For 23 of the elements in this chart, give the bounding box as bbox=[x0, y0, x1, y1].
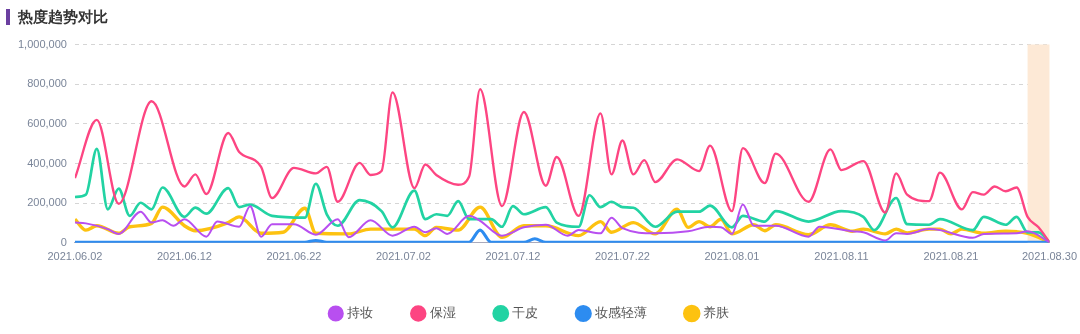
x-tick-label: 2021.08.11 bbox=[814, 250, 869, 263]
x-tick-label: 2021.06.22 bbox=[266, 250, 322, 263]
line-series bbox=[74, 88, 1050, 243]
legend-label: 保湿 bbox=[429, 304, 456, 320]
legend-label: 养肤 bbox=[703, 304, 730, 320]
x-tick-label: 2021.07.02 bbox=[375, 250, 431, 263]
y-tick-label: 0 bbox=[60, 235, 67, 248]
legend-label: 干皮 bbox=[512, 304, 539, 320]
x-tick-label: 2021.08.30 bbox=[1021, 250, 1077, 263]
x-tick-label: 2021.07.12 bbox=[485, 250, 541, 263]
legend-label: 持妆 bbox=[347, 304, 374, 320]
x-tick-label: 2021.08.01 bbox=[704, 250, 760, 263]
x-tick-label: 2021.06.02 bbox=[47, 250, 103, 263]
y-tick-label: 1,000,000 bbox=[18, 37, 67, 50]
x-tick-label: 2021.08.21 bbox=[923, 250, 979, 263]
y-tick-label: 800,000 bbox=[27, 77, 67, 90]
x-tick-label: 2021.06.12 bbox=[156, 250, 212, 263]
y-tick-label: 400,000 bbox=[27, 156, 67, 169]
y-tick-label: 600,000 bbox=[27, 116, 67, 129]
y-tick-label: 200,000 bbox=[27, 196, 67, 209]
legend-label: 妆感轻薄 bbox=[594, 304, 647, 320]
chart-title: 热度趋势对比 bbox=[18, 7, 108, 27]
x-tick-label: 2021.07.22 bbox=[594, 250, 650, 263]
